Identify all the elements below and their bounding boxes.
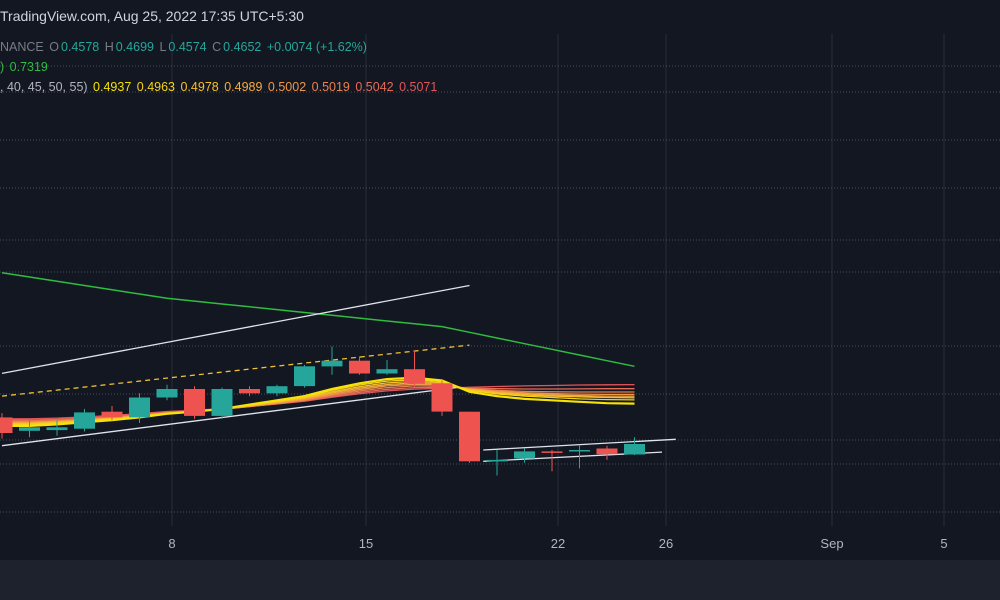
low-value: 0.4574 [168, 40, 207, 54]
close-label: C [212, 40, 222, 54]
close-value: 0.4652 [223, 40, 262, 54]
ma200-legend: ) 0.7319 [0, 60, 50, 74]
high-value: 0.4699 [115, 40, 154, 54]
channel-mid-dashed-trendline [1, 344, 470, 397]
change-value: +0.0074 (+1.62%) [266, 40, 367, 54]
candle-body [624, 444, 645, 455]
channel-upper-trendline [1, 284, 470, 375]
open-value: 0.4578 [60, 40, 100, 54]
ribbon-value-5: 0.5002 [267, 80, 307, 94]
top-bar: TradingView.com, Aug 25, 2022 17:35 UTC+… [0, 0, 1000, 34]
ribbon-value-3: 0.4978 [180, 80, 219, 94]
candle-body [431, 383, 453, 412]
candle-body [541, 451, 563, 453]
ma200-prefix: ) [0, 60, 5, 74]
candle-body [349, 360, 370, 374]
ma-ribbon [2, 376, 635, 427]
candle-body [569, 450, 590, 452]
time-tick-label: 22 [551, 536, 565, 551]
high-label: H [104, 40, 114, 54]
time-tick-label: 8 [168, 536, 175, 551]
candle-body [46, 427, 68, 431]
flag-upper-trendline [483, 438, 676, 451]
ma-ribbon-line-35 [2, 376, 635, 427]
ribbon-value-2: 0.4963 [136, 80, 175, 94]
candle-body [211, 389, 233, 416]
time-tick-label: 5 [940, 536, 947, 551]
ma200-line [1, 272, 635, 368]
ma200-value: 0.7319 [9, 60, 48, 74]
ribbon-value-1: 0.4937 [93, 80, 132, 94]
candle-body [514, 451, 535, 459]
time-axis-labels: 8 15 22 26 Sep 5 [168, 536, 947, 551]
ribbon-value-8: 0.5071 [399, 80, 438, 94]
tradingview-watermark: TradingView.com, Aug 25, 2022 17:35 UTC+… [0, 8, 304, 24]
candle-body [596, 448, 618, 455]
candle-body [266, 386, 288, 394]
chart-grid [171, 34, 945, 526]
candle-body [184, 389, 205, 416]
ma200-polyline [1, 272, 635, 368]
candle-body [101, 411, 123, 418]
time-tick-label: 26 [659, 536, 673, 551]
ma-ribbon-line-70 [2, 383, 635, 420]
candle-body [321, 360, 343, 367]
trend-lines[interactable] [1, 284, 676, 462]
low-label: L [159, 40, 167, 54]
ohlc-legend: NANCE O 0.4578 H 0.4699 L 0.4574 C 0.4652 +0… [0, 40, 369, 54]
horizontal-levels [0, 65, 1000, 513]
time-axis[interactable]: 8 15 22 26 Sep 5 [0, 526, 1000, 560]
ribbon-value-7: 0.5042 [355, 80, 394, 94]
time-tick-label: Sep [820, 536, 843, 551]
candle-body [294, 366, 315, 387]
ribbon-value-4: 0.4989 [224, 80, 263, 94]
candles [0, 346, 645, 476]
candle-body [0, 417, 13, 433]
candle-body [376, 369, 398, 374]
ribbon-value-6: 0.5019 [311, 80, 350, 94]
candle-body [129, 397, 150, 418]
candle-body [156, 389, 178, 398]
bottom-toolbar [0, 560, 1000, 600]
candle-body [459, 411, 480, 462]
channel-lower-trendline [1, 386, 456, 447]
candle-body [19, 427, 40, 431]
ribbon-legend: , 40, 45, 50, 55) 0.4937 0.4963 0.4978 0… [0, 80, 439, 94]
open-label: O [49, 40, 59, 54]
candle-body [239, 389, 260, 394]
time-tick-label: 15 [359, 536, 373, 551]
candle-body [404, 369, 425, 384]
candle-body [486, 459, 508, 462]
candle-body [74, 412, 95, 429]
ribbon-params: , 40, 45, 50, 55) [0, 80, 88, 94]
symbol-label: NANCE [0, 40, 44, 54]
